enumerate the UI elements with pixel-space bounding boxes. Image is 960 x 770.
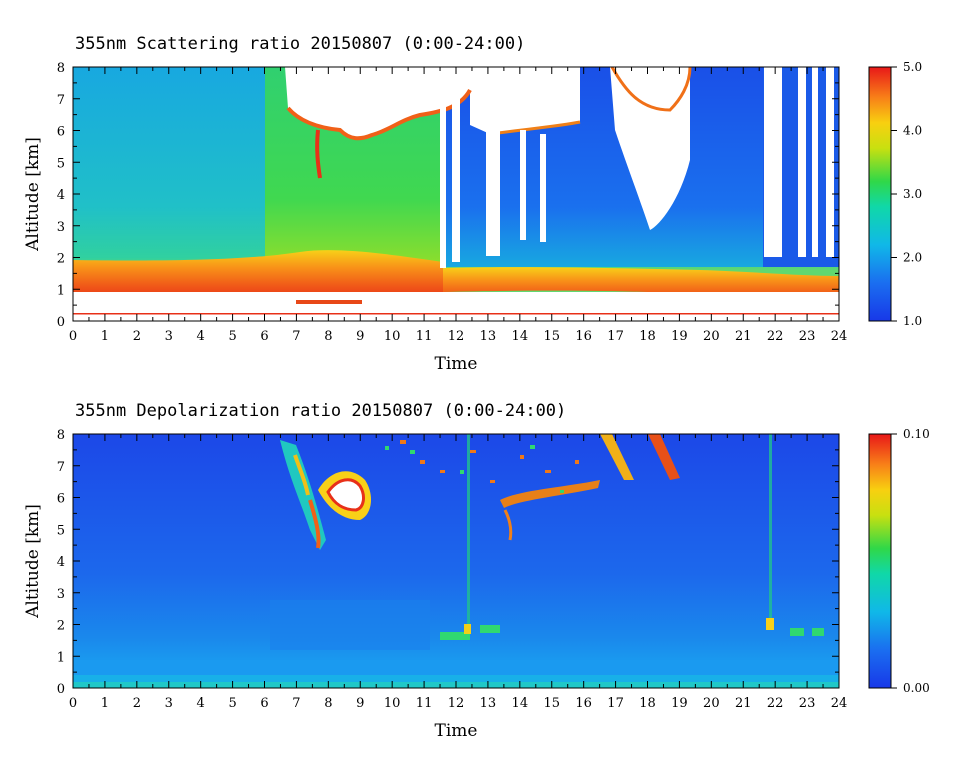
x-tick-label: 9 xyxy=(356,696,364,711)
x-tick-label: 19 xyxy=(671,696,688,711)
heatmap-field xyxy=(73,434,839,688)
y-tick-label: 1 xyxy=(57,283,65,298)
x-tick-label: 17 xyxy=(607,329,624,344)
colorbar-tick-label: 0.00 xyxy=(903,681,930,695)
x-ticks: 0 1 2 3 4 5 6 7 8 9 10 11 12 13 14 15 16 17 18 19 20 21 22 23 24 xyxy=(69,67,847,344)
y-axis-label: Altitude [km] xyxy=(23,504,43,619)
colorbar: 1.0 2.0 3.0 4.0 5.0 xyxy=(868,60,922,328)
x-tick-label: 21 xyxy=(735,696,752,711)
x-axis-label: Time xyxy=(435,721,478,741)
x-tick-label: 0 xyxy=(69,329,77,344)
x-tick-label: 20 xyxy=(703,696,720,711)
x-tick-label: 8 xyxy=(324,329,332,344)
x-tick-label: 14 xyxy=(512,329,529,344)
x-ticks: 0 1 2 3 4 5 6 7 8 9 10 11 12 13 14 15 16 17 18 19 20 21 22 23 24 xyxy=(69,434,847,711)
colorbar-tick-label: 2.0 xyxy=(903,251,922,265)
x-tick-label: 10 xyxy=(384,696,401,711)
x-axis-label: Time xyxy=(435,354,478,374)
y-ticks: 0 1 2 3 4 5 6 7 8 xyxy=(57,61,839,330)
x-tick-label: 0 xyxy=(69,696,77,711)
y-tick-label: 8 xyxy=(57,61,65,76)
x-tick-label: 19 xyxy=(671,329,688,344)
x-tick-label: 4 xyxy=(197,329,205,344)
x-tick-label: 23 xyxy=(799,696,816,711)
y-tick-label: 1 xyxy=(57,650,65,665)
x-tick-label: 12 xyxy=(448,329,465,344)
x-tick-label: 24 xyxy=(831,696,848,711)
colorbar-ticks: 1.0 2.0 3.0 4.0 5.0 xyxy=(891,60,922,328)
x-tick-label: 8 xyxy=(324,696,332,711)
y-tick-label: 4 xyxy=(57,188,65,203)
x-tick-label: 21 xyxy=(735,329,752,344)
heatmap-field xyxy=(73,67,839,321)
x-tick-label: 18 xyxy=(639,329,656,344)
x-tick-label: 24 xyxy=(831,329,848,344)
x-tick-label: 17 xyxy=(607,696,624,711)
x-tick-label: 12 xyxy=(448,696,465,711)
x-tick-label: 10 xyxy=(384,329,401,344)
y-tick-label: 5 xyxy=(57,156,65,171)
y-tick-label: 4 xyxy=(57,555,65,570)
y-tick-label: 8 xyxy=(57,428,65,443)
y-tick-label: 6 xyxy=(57,125,65,140)
y-tick-label: 7 xyxy=(57,460,65,475)
x-tick-label: 1 xyxy=(101,329,109,344)
y-axis-label: Altitude [km] xyxy=(23,137,43,252)
x-tick-label: 15 xyxy=(543,329,560,344)
x-tick-label: 15 xyxy=(543,696,560,711)
x-tick-label: 2 xyxy=(133,696,141,711)
x-tick-label: 22 xyxy=(767,329,784,344)
chart-title: 355nm Scattering ratio 20150807 (0:00-24… xyxy=(75,34,525,54)
depolarization-ratio-panel: 355nm Depolarization ratio 20150807 (0:0… xyxy=(23,401,930,741)
colorbar-ticks: 0.00 0.10 xyxy=(891,427,930,695)
y-tick-label: 5 xyxy=(57,523,65,538)
x-tick-label: 14 xyxy=(512,696,529,711)
axes: 0 1 2 3 4 5 6 7 8 9 10 11 12 13 14 15 16 17 18 19 20 21 22 23 24… xyxy=(57,61,848,344)
y-tick-label: 3 xyxy=(57,220,65,235)
colorbar: 0.00 0.10 xyxy=(868,427,930,695)
x-tick-label: 23 xyxy=(799,329,816,344)
y-tick-label: 6 xyxy=(57,492,65,507)
colorbar-tick-label: 3.0 xyxy=(903,187,922,201)
colorbar-tick-label: 1.0 xyxy=(903,314,922,328)
x-tick-label: 22 xyxy=(767,696,784,711)
x-tick-label: 11 xyxy=(416,696,433,711)
x-tick-label: 11 xyxy=(416,329,433,344)
x-tick-label: 16 xyxy=(575,696,592,711)
x-tick-label: 18 xyxy=(639,696,656,711)
axes: 0 1 2 3 4 5 6 7 8 9 10 11 12 13 14 15 16 17 18 19 20 21 22 23 24… xyxy=(57,428,848,711)
x-tick-label: 9 xyxy=(356,329,364,344)
x-tick-label: 13 xyxy=(480,696,497,711)
y-tick-label: 0 xyxy=(57,315,65,330)
x-tick-label: 3 xyxy=(165,696,173,711)
colorbar-tick-label: 4.0 xyxy=(903,124,922,138)
x-tick-label: 6 xyxy=(260,696,268,711)
x-tick-label: 5 xyxy=(228,696,236,711)
colorbar-tick-label: 5.0 xyxy=(903,60,922,74)
x-tick-label: 7 xyxy=(292,329,300,344)
x-tick-label: 5 xyxy=(228,329,236,344)
y-ticks: 0 1 2 3 4 5 6 7 8 xyxy=(57,428,839,697)
x-tick-label: 1 xyxy=(101,696,109,711)
scattering-ratio-panel: 355nm Scattering ratio 20150807 (0:00-24… xyxy=(23,34,922,374)
y-tick-label: 3 xyxy=(57,587,65,602)
x-tick-label: 20 xyxy=(703,329,720,344)
chart-title: 355nm Depolarization ratio 20150807 (0:0… xyxy=(75,401,566,421)
y-tick-label: 7 xyxy=(57,93,65,108)
y-tick-label: 0 xyxy=(57,682,65,697)
y-tick-label: 2 xyxy=(57,252,65,267)
x-tick-label: 7 xyxy=(292,696,300,711)
x-tick-label: 13 xyxy=(480,329,497,344)
x-tick-label: 16 xyxy=(575,329,592,344)
x-tick-label: 2 xyxy=(133,329,141,344)
x-tick-label: 3 xyxy=(165,329,173,344)
x-tick-label: 4 xyxy=(197,696,205,711)
x-tick-label: 6 xyxy=(260,329,268,344)
colorbar-tick-label: 0.10 xyxy=(903,427,930,441)
y-tick-label: 2 xyxy=(57,619,65,634)
